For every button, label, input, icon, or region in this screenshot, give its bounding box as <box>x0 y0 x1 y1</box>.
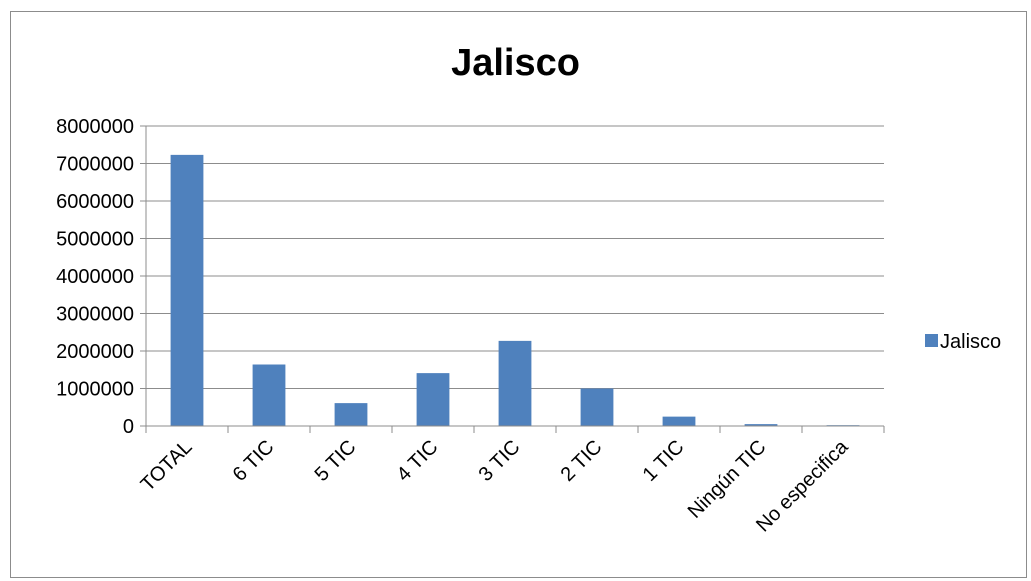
bar <box>252 364 286 426</box>
y-tick-label: 2000000 <box>56 341 134 363</box>
y-tick-label: 5000000 <box>56 229 134 251</box>
legend: Jalisco <box>925 331 1001 353</box>
x-tick-label: 6 TIC <box>229 436 279 486</box>
bar <box>498 340 532 426</box>
x-tick-label: 5 TIC <box>311 436 361 486</box>
y-tick-label: 1000000 <box>56 379 134 401</box>
x-tick-label: Ningún TIC <box>684 436 771 523</box>
x-tick-label: TOTAL <box>137 436 197 496</box>
y-tick-label: 6000000 <box>56 191 134 213</box>
x-tick-label: 4 TIC <box>393 436 443 486</box>
legend-swatch <box>925 334 938 347</box>
bar <box>744 424 778 426</box>
legend-label: Jalisco <box>940 331 1001 353</box>
bar <box>334 403 368 426</box>
y-tick-label: 0 <box>123 416 134 438</box>
x-tick-label: 2 TIC <box>557 436 607 486</box>
bars <box>170 154 860 426</box>
chart-title: Jalisco <box>451 42 580 84</box>
bar <box>416 373 450 426</box>
y-tick-label: 4000000 <box>56 266 134 288</box>
bar <box>580 388 614 426</box>
y-tick-label: 8000000 <box>56 116 134 138</box>
axes <box>145 126 885 433</box>
x-tick-label: 3 TIC <box>475 436 525 486</box>
y-tick-label: 7000000 <box>56 154 134 176</box>
x-tick-label: 1 TIC <box>639 436 689 486</box>
y-tick-labels: 0 1000000 2000000 3000000 4000000 5000000 6000… <box>56 116 134 438</box>
bar <box>662 416 696 426</box>
y-tick-label: 3000000 <box>56 304 134 326</box>
x-tick-labels: TOTAL 6 TIC 5 TIC 4 TIC 3 TIC 2 TIC 1 TICNingú… <box>137 435 853 536</box>
bar <box>170 154 204 426</box>
